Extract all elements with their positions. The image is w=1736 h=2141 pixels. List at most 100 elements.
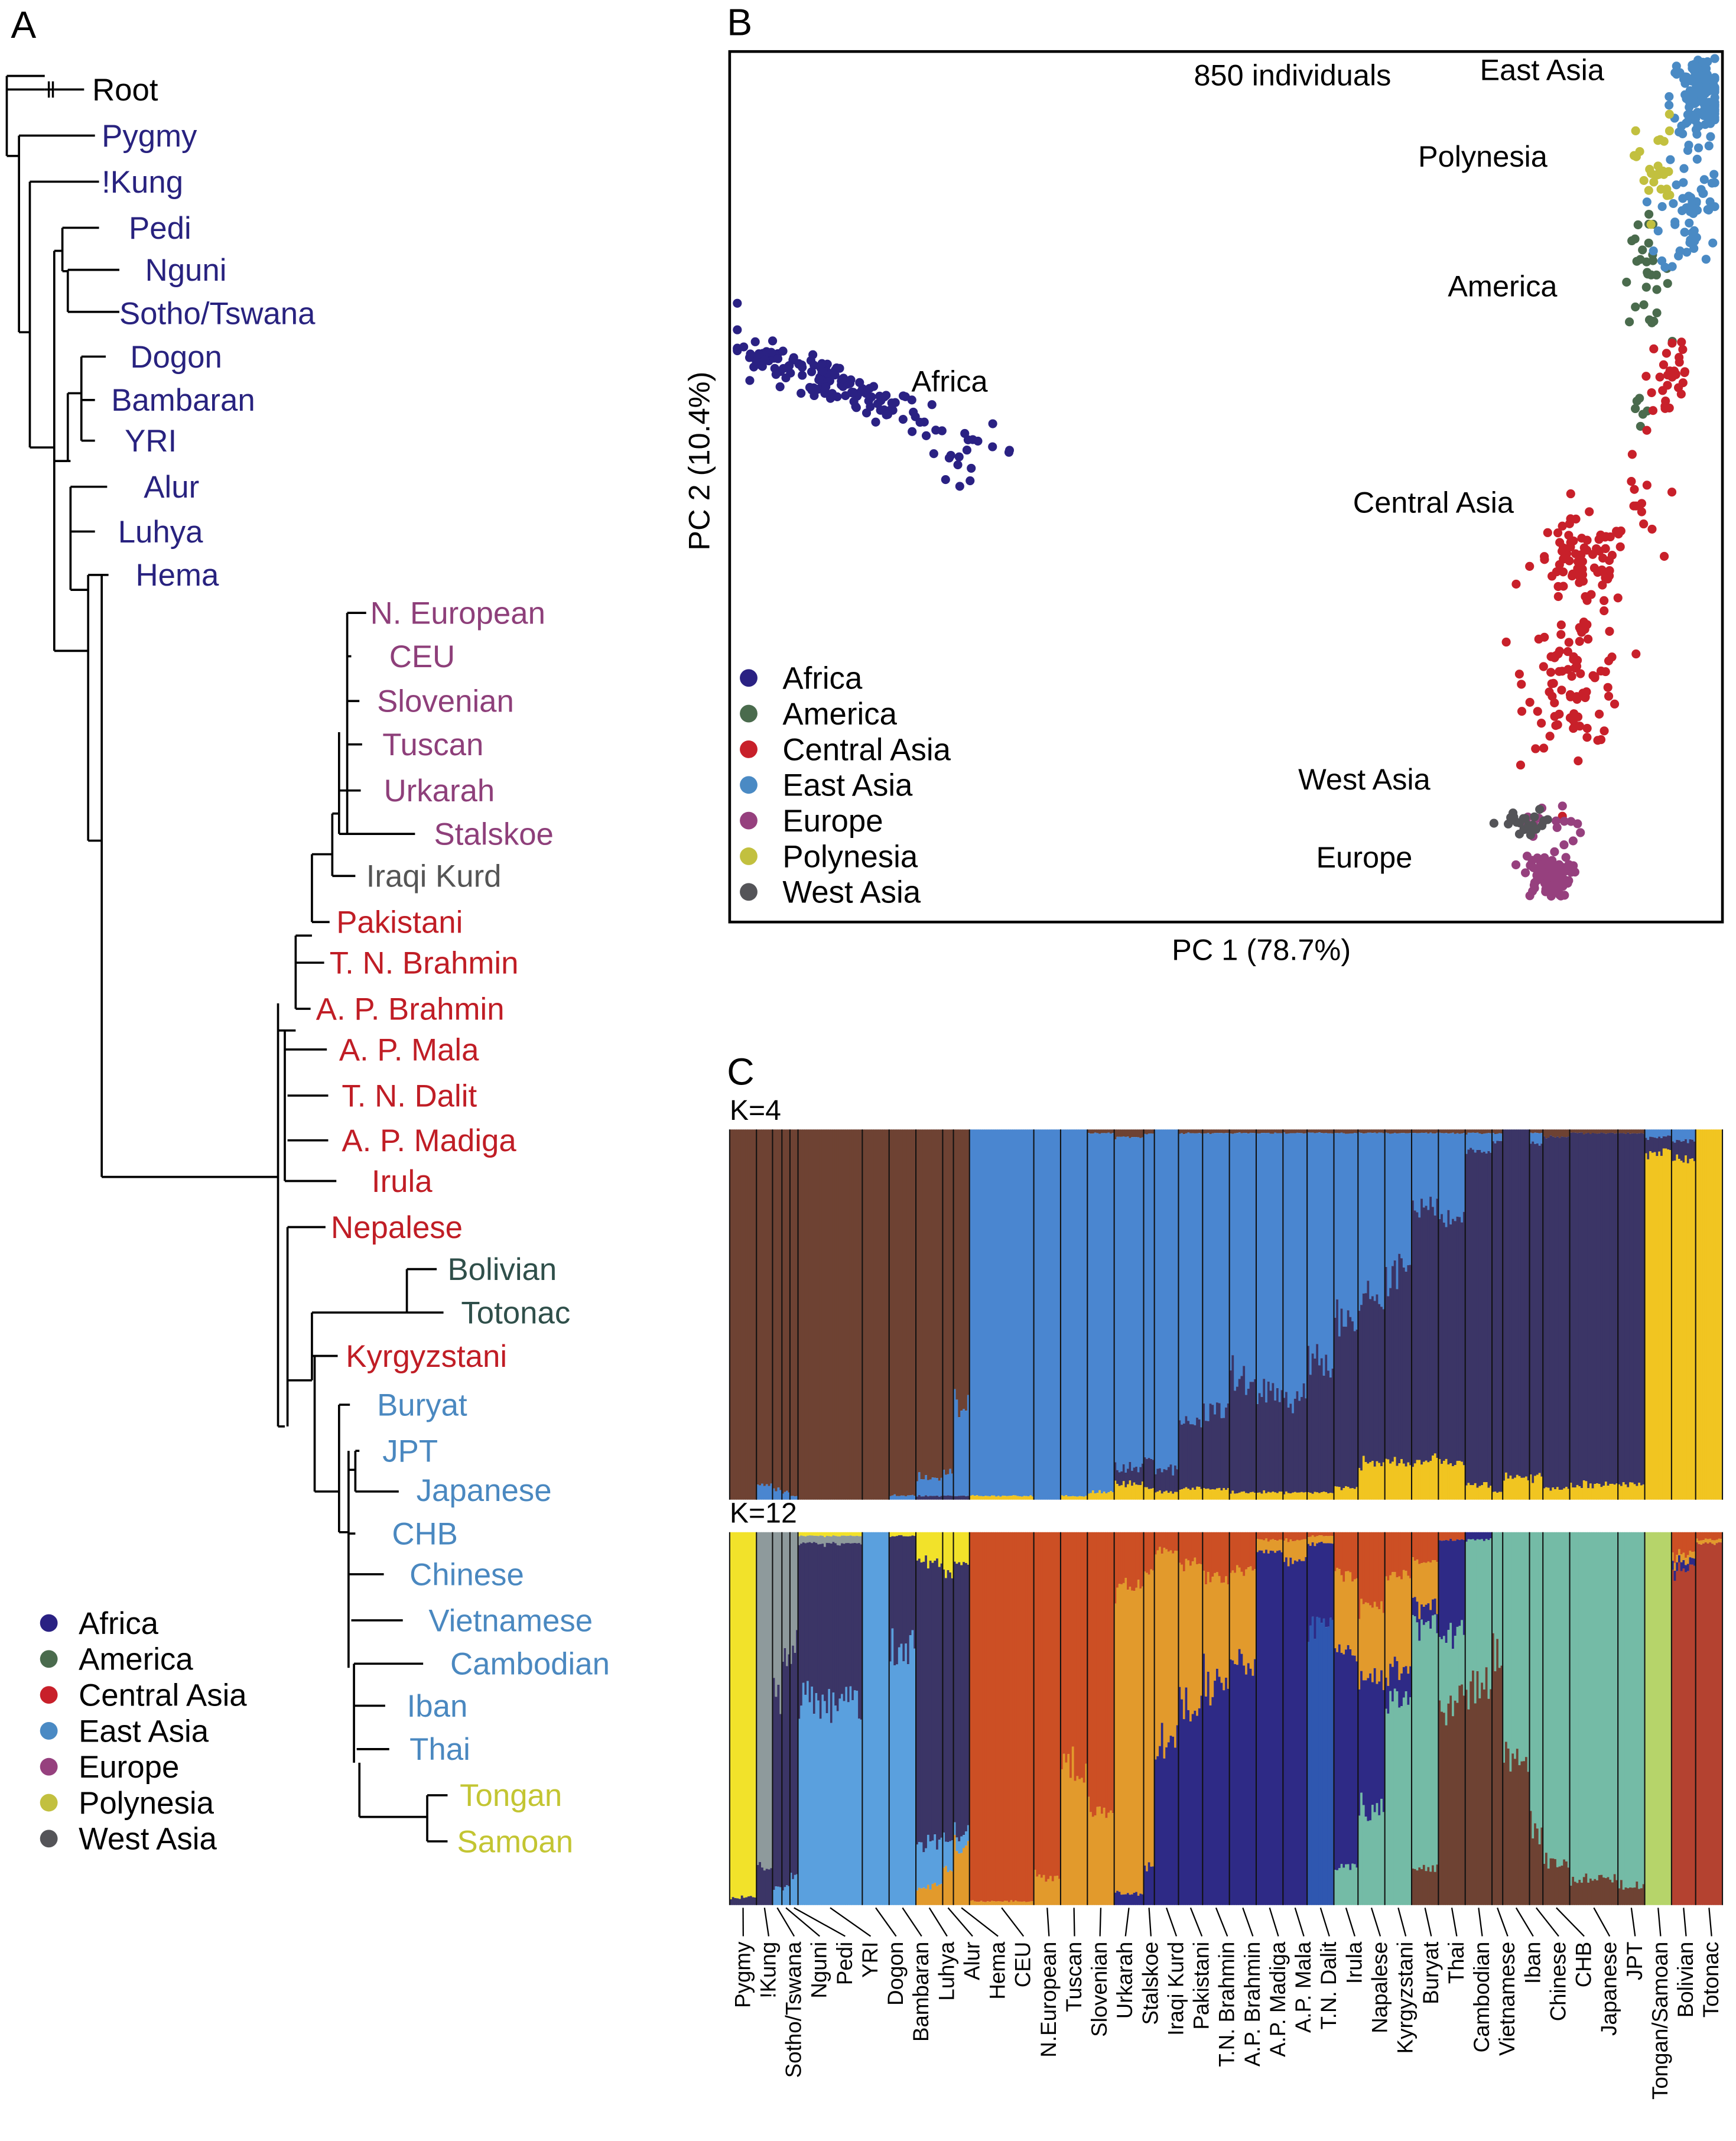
admixture-segment	[1085, 1532, 1088, 1764]
admixture-segment	[911, 1630, 914, 1905]
admixture-segment	[1540, 1532, 1543, 1828]
admixture-segment	[1676, 1154, 1679, 1500]
admixture-segment	[1558, 1490, 1562, 1500]
pca-point-polynesia	[1656, 184, 1666, 194]
admixture-segment	[1329, 1377, 1332, 1493]
admixture-segment	[1133, 1591, 1136, 1893]
admixture-segment	[1292, 1532, 1295, 1542]
admixture-segment	[1400, 1133, 1403, 1259]
admixture-segment	[1181, 1133, 1184, 1425]
admixture-segment	[1202, 1403, 1205, 1489]
admixture-segment	[1187, 1421, 1190, 1489]
pca-point-east-asia	[1710, 113, 1719, 122]
admixture-segment	[898, 1496, 901, 1500]
admixture-segment	[1433, 1599, 1437, 1615]
pca-point-polynesia	[1639, 176, 1649, 186]
admixture-segment	[920, 1842, 924, 1889]
admixture-segment	[1127, 1484, 1130, 1500]
pca-point-central-asia	[1607, 652, 1617, 662]
pca-point-east-asia	[1693, 143, 1704, 152]
tree-tip-label: Buryat	[377, 1388, 467, 1422]
admixture-segment	[1329, 1543, 1332, 1618]
admixture-segment	[777, 1684, 781, 1887]
admixture-segment	[1085, 1129, 1088, 1496]
admixture-segment	[1225, 1576, 1228, 1678]
admixture-segment	[1336, 1129, 1339, 1133]
admixture-segment	[1146, 1487, 1149, 1500]
pca-point-central-asia	[1539, 662, 1548, 671]
admixture-segment	[1378, 1609, 1381, 1682]
admixture-segment	[836, 1536, 840, 1545]
admixture-segment	[1367, 1678, 1370, 1821]
admixture-segment	[768, 1486, 771, 1500]
admixture-segment	[1143, 1457, 1146, 1487]
admixture-segment	[1178, 1562, 1181, 1687]
pca-point-central-asia	[1576, 669, 1585, 678]
admixture-segment	[960, 1129, 963, 1411]
admixture-segment	[1498, 1492, 1501, 1500]
admixture-segment	[1418, 1133, 1421, 1218]
legend-marker	[40, 1794, 58, 1812]
admixture-segment	[1563, 1488, 1566, 1500]
admixture-segment	[1263, 1532, 1266, 1541]
pca-point-central-asia	[1525, 561, 1535, 571]
admixture-segment	[1613, 1129, 1617, 1134]
admixture-segment	[1263, 1379, 1266, 1490]
admixture-segment	[1704, 1532, 1708, 1539]
admixture-segment	[1283, 1398, 1286, 1495]
admixture-segment	[1660, 1129, 1663, 1138]
pca-point-africa	[808, 350, 818, 359]
admixture-segment	[1644, 1532, 1648, 1905]
tree-tip-label: T. N. Dalit	[342, 1078, 477, 1113]
admixture-segment	[775, 1491, 778, 1500]
pca-point-africa	[909, 407, 918, 417]
admixture-segment	[1494, 1671, 1497, 1905]
admixture-segment	[1265, 1532, 1268, 1539]
admixture-segment	[1067, 1754, 1070, 1905]
admixture-segment	[1118, 1129, 1121, 1137]
admixture-segment	[969, 1495, 973, 1500]
admixture-segment	[964, 1129, 968, 1411]
admixture-segment	[942, 1569, 945, 1833]
admixture-segment	[1689, 1139, 1692, 1159]
admixture-segment	[1178, 1133, 1181, 1421]
admixture-segment	[1205, 1129, 1208, 1133]
admixture-segment	[1298, 1401, 1301, 1493]
admixture-segment	[1576, 1883, 1579, 1905]
admixture-segment	[1449, 1129, 1452, 1133]
admixture-segment	[1587, 1532, 1590, 1883]
admixture-segment	[1154, 1759, 1158, 1905]
admixture-segment	[1002, 1495, 1004, 1500]
admixture-segment	[1331, 1493, 1335, 1500]
admixture-segment	[1671, 1532, 1675, 1553]
admixture-segment	[828, 1532, 831, 1536]
admixture-segment	[1167, 1551, 1171, 1743]
admixture-segment	[1529, 1143, 1533, 1475]
tree-tip-label: Japanese	[417, 1473, 552, 1508]
admixture-segment	[856, 1543, 859, 1691]
admixture-segment	[782, 1493, 785, 1500]
admixture-segment	[902, 1661, 905, 1905]
pca-point-america	[1644, 238, 1653, 248]
admixture-segment	[1467, 1132, 1470, 1150]
admixture-segment	[1673, 1571, 1676, 1581]
admixture-segment	[1296, 1539, 1299, 1562]
admixture-segment	[784, 1887, 786, 1905]
admixture-segment	[1358, 1132, 1361, 1311]
admixture-segment	[926, 1129, 930, 1480]
population-label: A.P. Madiga	[1266, 1941, 1290, 2057]
admixture-segment	[1331, 1620, 1335, 1905]
admixture-segment	[1620, 1129, 1623, 1133]
admixture-segment	[1465, 1154, 1468, 1486]
tree-tip-label: Alur	[144, 470, 199, 505]
admixture-segment	[1131, 1532, 1134, 1591]
admixture-segment	[1129, 1461, 1132, 1481]
admixture-segment	[736, 1129, 739, 1500]
admixture-segment	[1636, 1486, 1639, 1500]
admixture-segment	[1223, 1418, 1225, 1489]
pca-point-africa	[773, 354, 783, 363]
pca-point-west-asia	[1514, 829, 1524, 839]
admixture-segment	[1691, 1552, 1694, 1558]
admixture-segment	[1174, 1492, 1177, 1500]
admixture-segment	[1071, 1532, 1075, 1747]
